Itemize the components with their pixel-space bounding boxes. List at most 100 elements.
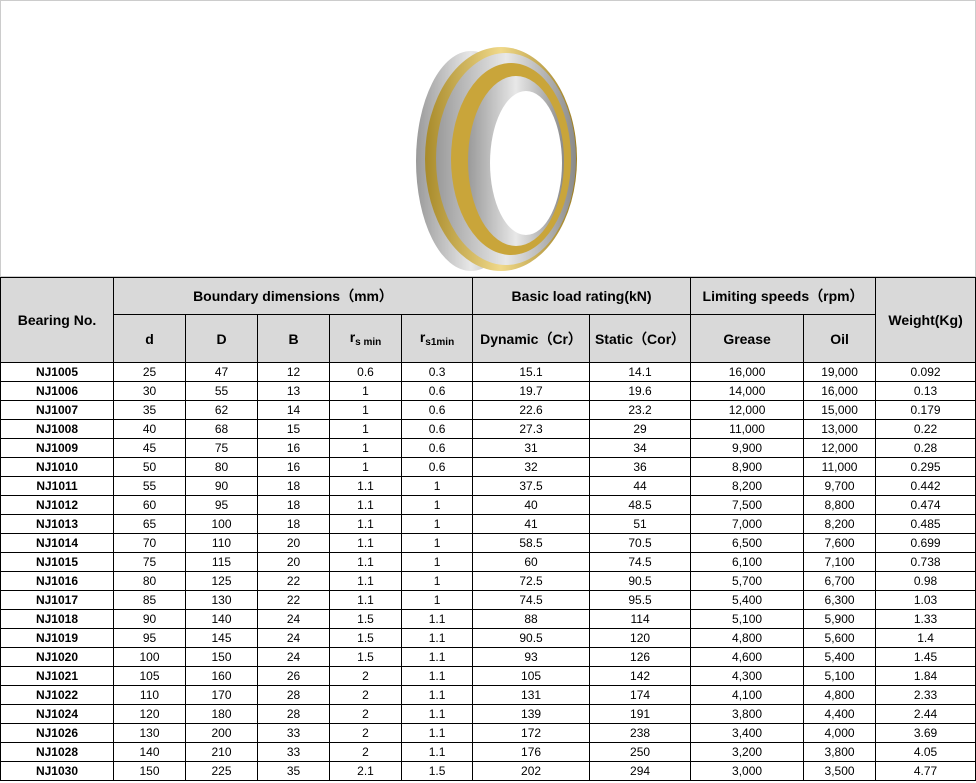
cell-B: 22 — [257, 590, 330, 610]
cell-rs1-min: 1 — [400, 514, 474, 534]
cell-grease: 6,500 — [690, 533, 805, 553]
header-limiting-speeds: Limiting speeds（rpm） — [690, 277, 877, 315]
cell-B: 18 — [257, 476, 330, 496]
cell-dynamic: 22.6 — [472, 400, 591, 420]
cell-rs1-min: 1 — [400, 533, 474, 553]
cell-bearing-no: NJ1021 — [0, 666, 114, 686]
cell-bearing-no: NJ1019 — [0, 628, 114, 648]
cell-bearing-no: NJ1006 — [0, 381, 114, 401]
cell-oil: 19,000 — [803, 362, 877, 382]
cell-grease: 8,200 — [690, 476, 805, 496]
cell-bearing-no: NJ1020 — [0, 647, 114, 667]
cell-rs-min: 1.1 — [329, 495, 402, 515]
cell-bearing-no: NJ1015 — [0, 552, 114, 572]
cell-rs-min: 1 — [329, 400, 402, 420]
cell-bearing-no: NJ1007 — [0, 400, 114, 420]
table-row: NJ1012 60 95 18 1.1 1 40 48.5 7,500 8,800 0.474 — [0, 495, 976, 515]
cell-B: 20 — [257, 552, 330, 572]
cell-D: 100 — [185, 514, 258, 534]
cell-B: 12 — [257, 362, 330, 382]
cell-B: 20 — [257, 533, 330, 553]
cell-d: 150 — [113, 761, 186, 781]
table-row: NJ1007 35 62 14 1 0.6 22.6 23.2 12,000 15,000 0.17… — [0, 400, 976, 420]
cell-grease: 14,000 — [690, 381, 805, 401]
cell-grease: 3,400 — [690, 723, 805, 743]
table-row: NJ1026 130 200 33 2 1.1 172 238 3,400 4,000 3.69 — [0, 723, 976, 743]
bearing-image — [416, 47, 577, 271]
product-image-area — [0, 0, 976, 277]
cell-D: 150 — [185, 647, 258, 667]
cell-static: 90.5 — [589, 571, 692, 591]
cell-weight: 0.295 — [875, 457, 976, 477]
cell-d: 80 — [113, 571, 186, 591]
cell-grease: 3,000 — [690, 761, 805, 781]
cell-oil: 11,000 — [803, 457, 877, 477]
cell-B: 24 — [257, 609, 330, 629]
cell-dynamic: 60 — [472, 552, 591, 572]
cell-rs1-min: 0.6 — [400, 438, 474, 458]
cell-rs1-min: 0.6 — [400, 419, 474, 439]
table-row: NJ1018 90 140 24 1.5 1.1 88 114 5,100 5,900 1.33 — [0, 609, 976, 629]
cell-dynamic: 58.5 — [472, 533, 591, 553]
header-d: d — [113, 314, 186, 363]
cell-D: 180 — [185, 704, 258, 724]
table-row: NJ1005 25 47 12 0.6 0.3 15.1 14.1 16,000 19,000 0.… — [0, 362, 976, 382]
cell-oil: 5,100 — [803, 666, 877, 686]
table-row: NJ1022 110 170 28 2 1.1 131 174 4,100 4,800 2.33 — [0, 685, 976, 705]
cell-oil: 3,500 — [803, 761, 877, 781]
cell-B: 13 — [257, 381, 330, 401]
cell-B: 14 — [257, 400, 330, 420]
header-B: B — [257, 314, 330, 363]
cell-weight: 1.84 — [875, 666, 976, 686]
cell-d: 45 — [113, 438, 186, 458]
table-row: NJ1020 100 150 24 1.5 1.1 93 126 4,600 5,400 1.45 — [0, 647, 976, 667]
cell-bearing-no: NJ1012 — [0, 495, 114, 515]
cell-rs-min: 1 — [329, 419, 402, 439]
cell-bearing-no: NJ1024 — [0, 704, 114, 724]
cell-d: 105 — [113, 666, 186, 686]
cell-B: 18 — [257, 514, 330, 534]
cell-dynamic: 19.7 — [472, 381, 591, 401]
cell-rs-min: 0.6 — [329, 362, 402, 382]
cell-d: 130 — [113, 723, 186, 743]
cell-rs-min: 2.1 — [329, 761, 402, 781]
cell-weight: 0.22 — [875, 419, 976, 439]
cell-weight: 0.485 — [875, 514, 976, 534]
cell-D: 140 — [185, 609, 258, 629]
cell-grease: 8,900 — [690, 457, 805, 477]
cell-oil: 5,400 — [803, 647, 877, 667]
table-row: NJ1008 40 68 15 1 0.6 27.3 29 11,000 13,000 0.22 — [0, 419, 976, 439]
cell-rs1-min: 1.1 — [400, 685, 474, 705]
cell-D: 225 — [185, 761, 258, 781]
table-row: NJ1016 80 125 22 1.1 1 72.5 90.5 5,700 6,700 0.98 — [0, 571, 976, 591]
cell-D: 145 — [185, 628, 258, 648]
cell-rs1-min: 1 — [400, 552, 474, 572]
cell-rs1-min: 1.1 — [400, 666, 474, 686]
cell-oil: 6,300 — [803, 590, 877, 610]
cell-B: 33 — [257, 742, 330, 762]
cell-d: 75 — [113, 552, 186, 572]
table-row: NJ1006 30 55 13 1 0.6 19.7 19.6 14,000 16,000 0.13 — [0, 381, 976, 401]
cell-static: 14.1 — [589, 362, 692, 382]
cell-d: 85 — [113, 590, 186, 610]
cell-bearing-no: NJ1010 — [0, 457, 114, 477]
cell-weight: 2.44 — [875, 704, 976, 724]
cell-B: 35 — [257, 761, 330, 781]
cell-bearing-no: NJ1014 — [0, 533, 114, 553]
cell-grease: 7,500 — [690, 495, 805, 515]
cell-static: 19.6 — [589, 381, 692, 401]
cell-rs1-min: 1.5 — [400, 761, 474, 781]
cell-rs1-min: 1 — [400, 495, 474, 515]
cell-D: 125 — [185, 571, 258, 591]
cell-grease: 6,100 — [690, 552, 805, 572]
cell-D: 95 — [185, 495, 258, 515]
cell-dynamic: 176 — [472, 742, 591, 762]
cell-rs-min: 1.1 — [329, 552, 402, 572]
cell-oil: 12,000 — [803, 438, 877, 458]
cell-rs-min: 1 — [329, 438, 402, 458]
cell-rs1-min: 1.1 — [400, 723, 474, 743]
cell-grease: 4,800 — [690, 628, 805, 648]
cell-bearing-no: NJ1008 — [0, 419, 114, 439]
cell-rs-min: 1.5 — [329, 628, 402, 648]
cell-dynamic: 105 — [472, 666, 591, 686]
